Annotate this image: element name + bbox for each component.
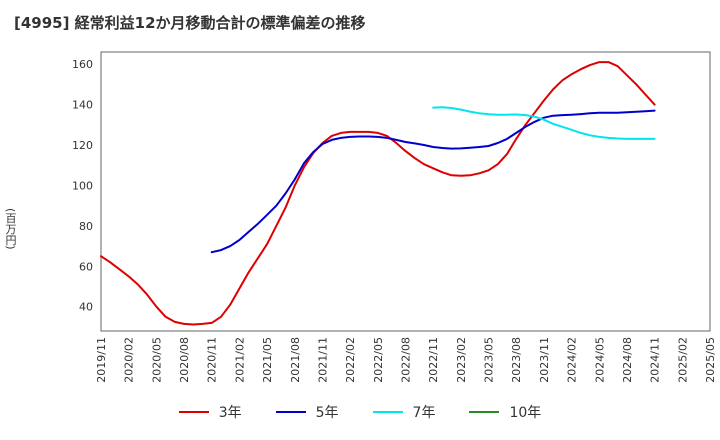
x-tick-label: 2025/02 — [676, 337, 689, 383]
y-axis-label: (百万円) — [4, 208, 17, 250]
x-tick-label: 2020/02 — [123, 337, 136, 383]
y-tick-label: 160 — [72, 58, 93, 71]
x-tick-label: 2020/05 — [150, 337, 163, 383]
y-tick-label: 140 — [72, 99, 93, 112]
legend-swatch — [178, 411, 209, 413]
series-line-2 — [210, 109, 656, 254]
legend-label: 5年 — [315, 405, 339, 421]
x-tick-label: 2023/08 — [510, 337, 523, 383]
x-tick-label: 2022/05 — [372, 337, 385, 383]
y-tick-label: 100 — [72, 179, 93, 192]
chart-title: [4995] 経常利益12か月移動合計の標準偏差の推移 — [14, 14, 366, 32]
x-tick-label: 2024/02 — [566, 337, 579, 383]
x-tick-label: 2021/02 — [233, 337, 246, 383]
legend: 3年 5年 7年 10年 — [0, 402, 720, 422]
legend-item-3: 7年 — [372, 402, 436, 422]
x-tick-label: 2021/08 — [289, 337, 302, 383]
legend-swatch — [469, 411, 500, 413]
legend-item-2: 5年 — [275, 402, 339, 422]
y-tick-label: 40 — [79, 301, 93, 314]
legend-swatch — [275, 411, 306, 413]
x-tick-label: 2022/02 — [344, 337, 357, 383]
x-tick-label: 2024/11 — [649, 337, 662, 383]
x-tick-label: 2021/11 — [316, 337, 329, 383]
x-tick-label: 2022/11 — [427, 337, 440, 383]
x-tick-label: 2020/08 — [178, 337, 191, 383]
x-tick-label: 2020/11 — [206, 337, 219, 383]
x-tick-label: 2024/08 — [621, 337, 634, 383]
x-tick-label: 2021/05 — [261, 337, 274, 383]
y-tick-label: 120 — [72, 139, 93, 152]
legend-item-1: 3年 — [178, 402, 242, 422]
plot-area — [100, 51, 711, 332]
series-lines — [100, 61, 656, 326]
x-tick-label: 2025/05 — [704, 337, 717, 383]
x-tick-label: 2023/05 — [483, 337, 496, 383]
x-tick-label: 2023/02 — [455, 337, 468, 383]
legend-item-4: 10年 — [469, 402, 541, 422]
legend-label: 10年 — [509, 405, 542, 421]
legend-label: 3年 — [218, 405, 242, 421]
legend-swatch — [372, 411, 403, 413]
series-line-1 — [100, 61, 656, 326]
x-tick-label: 2019/11 — [95, 337, 108, 383]
series-line-3 — [432, 106, 656, 140]
y-tick-label: 80 — [79, 220, 93, 233]
legend-label: 7年 — [412, 405, 436, 421]
y-tick-label: 60 — [79, 260, 93, 273]
x-tick-label: 2023/11 — [538, 337, 551, 383]
axes: 40 60 80 100 120 140 160 2019/11 2020/02 2020/05 2… — [72, 51, 717, 383]
x-tick-label: 2024/05 — [593, 337, 606, 383]
x-tick-label: 2022/08 — [400, 337, 413, 383]
